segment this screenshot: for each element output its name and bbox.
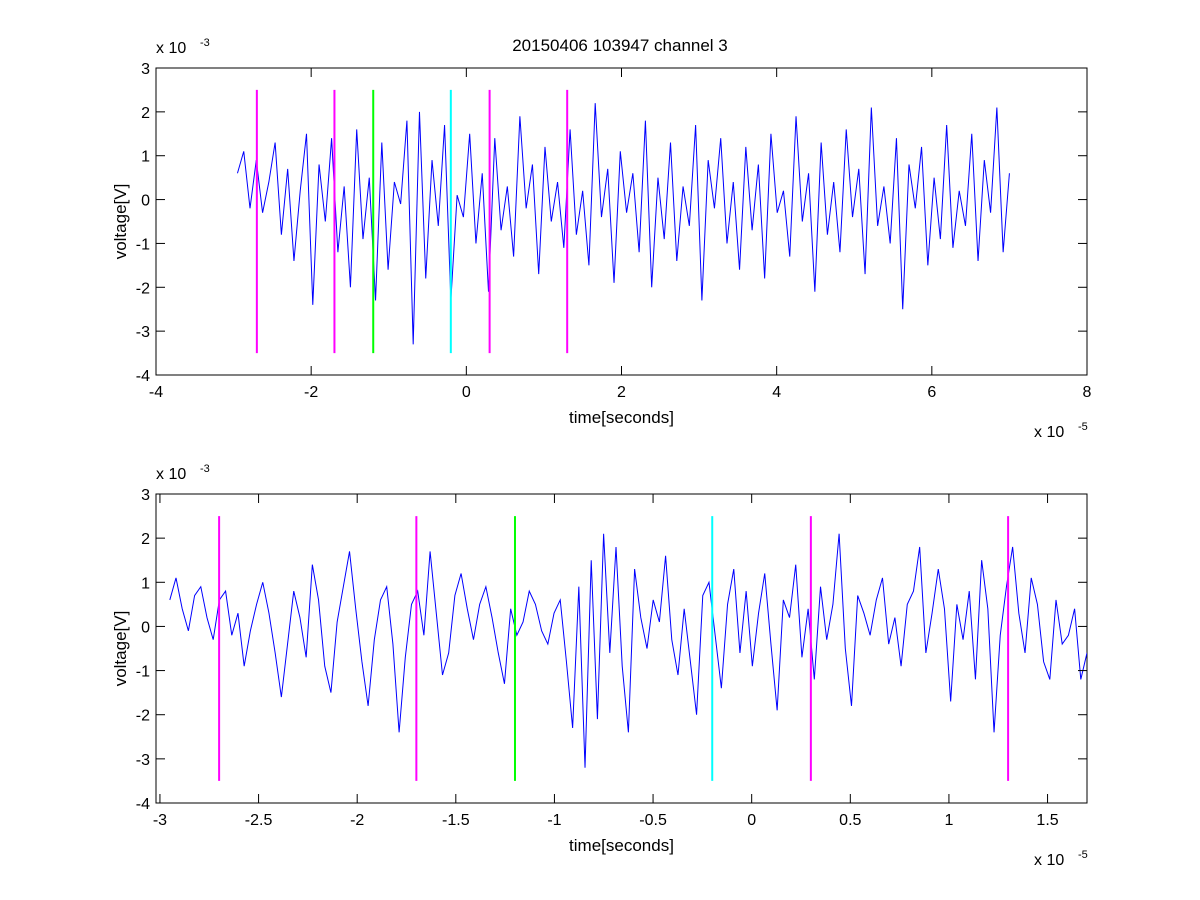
bottom-plot: -3 -2.5 -2 -1.5 -1 -0.5 0 0.5 1 1.5-4-3-2-10123ti…: [111, 463, 1088, 869]
voltage-series-line: [236, 103, 1010, 345]
y-tick-label: 2: [141, 105, 150, 122]
y-tick-label: 0: [141, 193, 150, 210]
x-tick-label: -2: [350, 812, 364, 829]
x-tick-label: -4: [149, 384, 163, 401]
voltage-series-line: [169, 533, 1087, 768]
y-tick-label: 0: [141, 619, 150, 636]
x-tick-label: 6: [927, 384, 936, 401]
y-axis-exponent: -3: [200, 463, 210, 475]
x-tick-label: 2: [617, 384, 626, 401]
x-tick-label: 1: [944, 812, 953, 829]
y-tick-label: -3: [136, 324, 150, 341]
x-axis-multiplier: x 10: [1034, 852, 1064, 869]
x-tick-label: -2: [304, 384, 318, 401]
y-tick-label: 1: [141, 149, 150, 166]
top-plot: -4 -2 0 2 4 6 8 -4 -3 -2 -1 0 1 2 3 time[seconds] voltag…: [111, 37, 1092, 441]
y-tick-label: -2: [136, 280, 150, 297]
x-tick-label: -0.5: [639, 812, 667, 829]
y-tick-label: 3: [141, 487, 150, 504]
x-axis-exponent: -5: [1078, 421, 1088, 433]
x-tick-label: 1.5: [1036, 812, 1058, 829]
y-tick-label: 2: [141, 531, 150, 548]
y-tick-label: -1: [136, 664, 150, 681]
y-axis-multiplier: x 10: [156, 466, 186, 483]
x-tick-label: -1.5: [442, 812, 470, 829]
x-tick-label: -3: [153, 812, 167, 829]
y-tick-label: 1: [141, 575, 150, 592]
y-tick-label: -2: [136, 708, 150, 725]
x-tick-label: -1: [547, 812, 561, 829]
y-tick-label: -3: [136, 752, 150, 769]
x-tick-label: 0: [462, 384, 471, 401]
y-axis-label: voltage[V]: [111, 611, 130, 687]
x-tick-label: 0.5: [839, 812, 861, 829]
y-axis-exponent: -3: [200, 37, 210, 49]
y-tick-label: 3: [141, 61, 150, 78]
x-tick-label: 8: [1083, 384, 1092, 401]
axes-box: [155, 493, 1088, 804]
x-axis-label: time[seconds]: [569, 408, 674, 427]
x-axis-multiplier: x 10: [1034, 424, 1064, 441]
x-axis-exponent: -5: [1078, 849, 1088, 861]
y-axis-label: voltage[V]: [111, 184, 130, 260]
figure-title: 20150406 103947 channel 3: [512, 36, 728, 55]
y-tick-label: -4: [136, 796, 150, 813]
y-tick-label: -4: [136, 368, 150, 385]
x-tick-label: 0: [747, 812, 756, 829]
y-tick-label: -1: [136, 236, 150, 253]
x-tick-label: -2.5: [245, 812, 273, 829]
x-axis-label: time[seconds]: [569, 836, 674, 855]
x-tick-label: 4: [772, 384, 781, 401]
y-axis-multiplier: x 10: [156, 40, 186, 57]
